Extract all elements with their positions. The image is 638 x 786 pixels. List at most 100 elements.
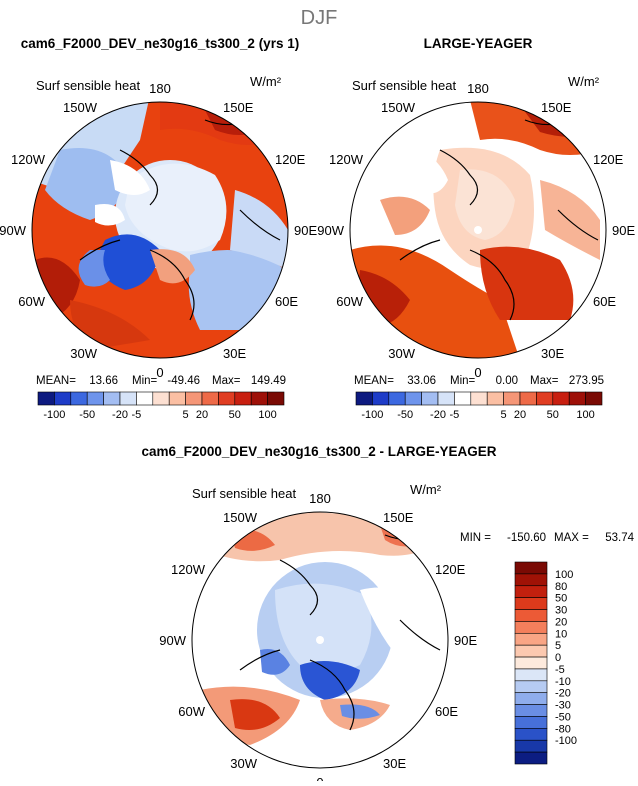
panel-c-colorbar-label: -100: [555, 735, 577, 747]
panel-a-lon-label: 120E: [275, 152, 306, 167]
panel-c-colorbar-label: 30: [555, 605, 567, 617]
panel-c-colorbar-swatch: [514, 704, 548, 717]
panel-a-colorbar-swatch: [250, 391, 268, 406]
panel-c-colorbar-label: -50: [555, 711, 571, 723]
panel-a-lon-label: 30E: [223, 346, 246, 361]
panel-b-stats: MEAN= 33.06 Min= 0.00 Max= 273.95: [354, 375, 604, 387]
panel-a-colorbar-swatch: [37, 391, 55, 406]
panel-a-colorbar-label: -20: [112, 409, 128, 421]
panel-a-lon-label: 120W: [11, 152, 46, 167]
panel-c-lon-labels: 180 150E 120E 90E 60E 30E 0 30W 60W 90W 120W 150W: [159, 491, 477, 786]
panel-b-max: 273.95: [569, 375, 604, 387]
panel-c-max: 53.74: [605, 532, 634, 544]
panel-b-lon-label: 120E: [593, 152, 624, 167]
panel-a-colorbar-label: 5: [183, 409, 189, 421]
panel-b-colorbar-swatch: [568, 391, 586, 406]
panel-b-pole-marker: [474, 226, 482, 234]
panel-b-colorbar-label: -20: [430, 409, 446, 421]
panel-c-lon-label: 60E: [435, 704, 458, 719]
panel-b-colorbar-swatch: [585, 391, 603, 406]
panel-a-min-label: Min=: [132, 375, 158, 387]
panel-c-colorbar-swatch: [514, 680, 548, 694]
panel-a-colorbar-label: 100: [258, 409, 276, 421]
panel-b-colorbar-label: 50: [547, 409, 559, 421]
panel-c-colorbar-swatch: [514, 609, 548, 622]
panel-c-colorbar-swatch: [514, 751, 548, 765]
panel-b-colorbar-swatch: [421, 391, 439, 406]
panel-c-colorbar-swatch: [514, 597, 548, 610]
panel-a-colorbar-swatch: [267, 391, 285, 406]
panel-a-colorbar-swatch: [86, 391, 104, 406]
panel-c-colorbar-swatch: [514, 632, 548, 646]
panel-b-colorbar-swatch: [552, 391, 570, 406]
panel-a-max-label: Max=: [212, 375, 241, 387]
panel-c-lon-label: 90W: [159, 633, 186, 648]
panel-c-title: cam6_F2000_DEV_ne30g16_ts300_2 - LARGE-Y…: [142, 444, 497, 459]
panel-a-border: [31, 101, 289, 359]
panel-b-min: 0.00: [496, 375, 518, 387]
panel-a-max: 149.49: [251, 375, 286, 387]
panel-c-min-label: MIN =: [460, 532, 491, 544]
panel-c-colorbar-label: -30: [555, 700, 571, 712]
panel-c-lon-label: 120W: [171, 562, 206, 577]
panel-c-max-label: MAX =: [554, 532, 589, 544]
panel-b-lon-label: 120W: [329, 152, 364, 167]
panel-b-lon-label: 150W: [381, 100, 416, 115]
panel-c-variable: Surf sensible heat: [192, 486, 296, 501]
season-title: DJF: [301, 7, 338, 29]
panel-a-colorbar-swatch: [119, 391, 137, 406]
panel-a-lon-label: 0: [156, 365, 163, 380]
panel-a-title: cam6_F2000_DEV_ne30g16_ts300_2 (yrs 1): [21, 36, 299, 51]
panel-c-stats: MIN = -150.60 MAX = 53.74: [460, 532, 635, 544]
panel-b-colorbar-swatch: [486, 391, 504, 406]
panel-b-colorbar-swatch: [536, 391, 554, 406]
panel-b-lon-label: 90E: [612, 223, 635, 238]
panel-c-lon-label: 150E: [383, 510, 414, 525]
panel-b-lon-label: 150E: [541, 100, 572, 115]
panel-b-border: [349, 101, 607, 359]
panel-c-pole-marker: [316, 636, 324, 644]
panel-c-lon-label: 60W: [178, 704, 205, 719]
panel-b-lon-label: 30E: [541, 346, 564, 361]
panel-a-colorbar-swatch: [103, 391, 121, 406]
panel-b-lon-label: 90W: [317, 223, 344, 238]
panel-a-colorbar-label: 20: [196, 409, 208, 421]
panel-b-colorbar-label: 5: [501, 409, 507, 421]
panel-a-colorbar-label: -50: [79, 409, 95, 421]
panel-a-colorbar-swatch: [152, 391, 170, 406]
panel-c-colorbar-swatch: [514, 656, 548, 670]
panel-b-units: W/m²: [568, 74, 600, 89]
panel-a-lon-labels: 180 150E 120E 90E 60E 30E 0 30W 60W 90W 120W 150W: [0, 81, 317, 380]
panel-a-lon-label: 90E: [294, 223, 317, 238]
panel-c-colorbar-label: 100: [555, 569, 573, 581]
panel-c-colorbar-swatch: [514, 739, 548, 753]
panel-b-colorbar-label: 100: [576, 409, 594, 421]
panel-b-colorbar: -100 -50 -20 -5 5 20 50 100: [355, 391, 603, 421]
panel-a-mean: 13.66: [89, 375, 118, 387]
panel-b-colorbar-swatch: [470, 391, 488, 406]
panel-a-colorbar-swatch: [136, 391, 154, 406]
panel-c-lon-label: 120E: [435, 562, 466, 577]
panel-a-min: -49.46: [167, 375, 200, 387]
panel-a-colorbar-swatch: [234, 391, 252, 406]
panel-c-colorbar-label: 5: [555, 640, 561, 652]
panel-c-lon-label: 90E: [454, 633, 477, 648]
panel-c-min: -150.60: [507, 532, 546, 544]
panel-c-lon-label: 0: [316, 775, 323, 781]
panel-c-colorbar-swatch: [514, 668, 548, 682]
panel-b-mean-label: MEAN=: [354, 375, 394, 387]
panel-a-lon-label: 90W: [0, 223, 27, 238]
panel-a-lon-label: 150E: [223, 100, 254, 115]
panel-b-colorbar-swatch: [388, 391, 406, 406]
panel-c-units: W/m²: [410, 482, 442, 497]
panel-c-colorbar-label: 50: [555, 593, 567, 605]
panel-b-colorbar-swatch: [519, 391, 537, 406]
panel-c-colorbar-swatch: [514, 728, 548, 741]
panel-a-mean-label: MEAN=: [36, 375, 76, 387]
panel-c-colorbar-swatch: [514, 585, 548, 598]
panel-c-lon-label: 30W: [230, 756, 257, 771]
panel-a-units: W/m²: [250, 74, 282, 89]
panel-a-lon-label: 180: [149, 81, 171, 96]
panel-b-title: LARGE-YEAGER: [424, 36, 533, 51]
